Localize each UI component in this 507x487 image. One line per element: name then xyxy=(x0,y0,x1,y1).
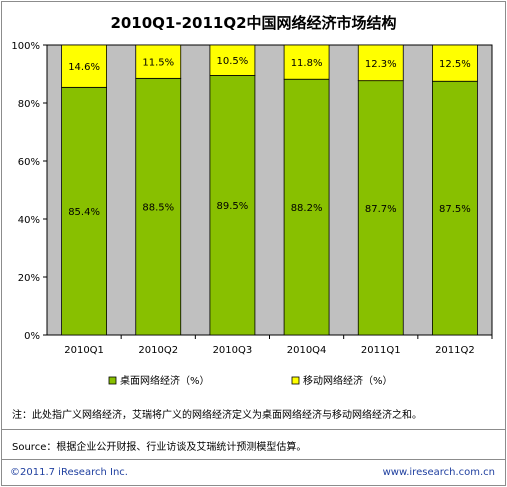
legend-swatch xyxy=(108,376,117,385)
chart-title: 2010Q1-2011Q2中国网络经济市场结构 xyxy=(110,14,397,32)
y-tick-label: 80% xyxy=(18,99,40,110)
website-text: www.iresearch.com.cn xyxy=(382,467,495,478)
y-tick-label: 0% xyxy=(24,331,40,342)
copyright-text: ©2011.7 iResearch Inc. xyxy=(10,467,128,478)
bar-segment xyxy=(209,44,256,76)
bar-segment xyxy=(61,44,107,88)
legend-label: 移动网络经济（%） xyxy=(303,374,393,387)
x-tick-label: 2011Q2 xyxy=(435,345,475,356)
data-label: 12.3% xyxy=(365,59,397,70)
data-label: 85.4% xyxy=(68,207,100,218)
y-tick-label: 20% xyxy=(18,273,40,284)
y-tick-label: 60% xyxy=(18,157,40,168)
x-tick-label: 2010Q2 xyxy=(138,345,178,356)
legend-swatch xyxy=(291,376,300,385)
bar-segment xyxy=(357,80,404,336)
x-tick-label: 2011Q1 xyxy=(361,345,401,356)
data-label: 14.6% xyxy=(68,62,100,73)
bar-segment xyxy=(432,44,478,82)
data-label: 87.7% xyxy=(365,204,397,215)
bar-segment xyxy=(61,86,107,336)
data-label: 11.8% xyxy=(291,58,323,69)
x-tick-label: 2010Q3 xyxy=(213,345,253,356)
divider-bottom xyxy=(2,459,505,460)
data-label: 88.2% xyxy=(291,203,323,214)
bar-segment xyxy=(135,44,182,79)
data-label: 89.5% xyxy=(217,201,249,212)
data-label: 12.5% xyxy=(439,59,471,70)
divider-top xyxy=(2,429,505,430)
data-label: 88.5% xyxy=(142,203,174,214)
chart-svg: 0% 20% 40% 60% 80% 100% 85.4% 14.6% 2010Q1 88.5% 1… xyxy=(11,41,493,387)
x-tick-label: 2010Q4 xyxy=(287,345,327,356)
y-tick-label: 100% xyxy=(11,41,40,52)
plot-area xyxy=(46,44,493,336)
bar-segment xyxy=(135,77,182,336)
bar-segment xyxy=(432,80,478,336)
y-tick-label: 40% xyxy=(18,215,40,226)
source-text: Source：根据企业公开财报、行业访谈及艾瑞统计预测模型估算。 xyxy=(12,442,307,453)
chart-note: 注：此处指广义网络经济，艾瑞将广义的网络经济定义为桌面网络经济与移动网络经济之和… xyxy=(12,410,422,421)
bar-segment xyxy=(357,44,404,82)
data-label: 11.5% xyxy=(142,58,174,69)
legend-label: 桌面网络经济（%） xyxy=(120,374,210,387)
data-label: 87.5% xyxy=(439,204,471,215)
data-label: 10.5% xyxy=(217,56,249,67)
bar-segment xyxy=(283,44,330,80)
x-tick-label: 2010Q1 xyxy=(64,345,104,356)
bar-segment xyxy=(209,75,256,336)
bar-segment xyxy=(283,78,330,336)
